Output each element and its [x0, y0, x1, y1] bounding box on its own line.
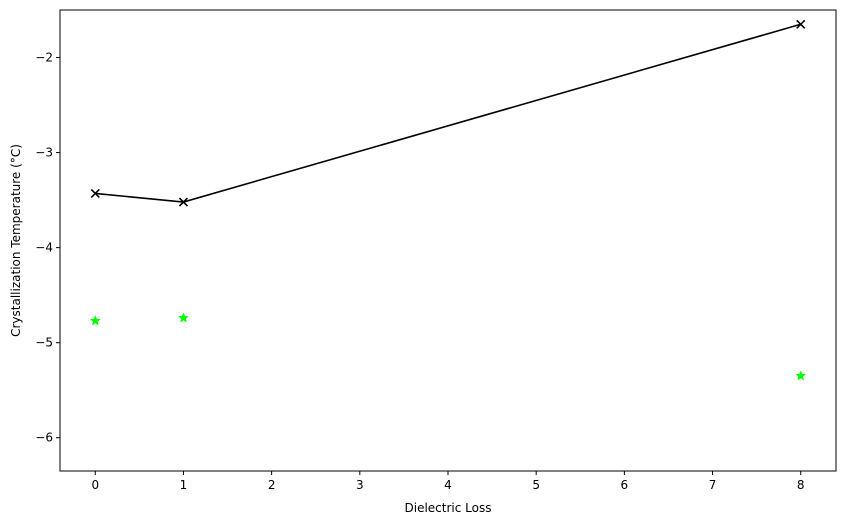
x-tick-label: 2 — [268, 478, 276, 492]
y-axis-ticks: −6 −5 −4 −3 −2 — [35, 51, 60, 445]
x-axis-label: Dielectric Loss — [405, 501, 492, 515]
x-tick-label: 5 — [532, 478, 540, 492]
x-tick-label: 6 — [621, 478, 629, 492]
series-0-point — [796, 19, 806, 29]
x-tick-label: 8 — [797, 478, 805, 492]
x-tick-label: 0 — [91, 478, 99, 492]
series-1-point — [178, 312, 189, 323]
y-tick-label: −6 — [35, 431, 53, 445]
x-tick-label: 4 — [444, 478, 452, 492]
series-1-point — [89, 315, 101, 326]
series-1-point — [795, 370, 807, 381]
series-0-point — [178, 197, 189, 207]
x-tick-label: 7 — [709, 478, 717, 492]
y-tick-label: −5 — [35, 336, 53, 350]
y-axis-label: Crystallization Temperature (°C) — [9, 144, 23, 337]
series-0-point — [90, 188, 100, 199]
x-axis-ticks: 0 1 2 3 4 5 6 7 8 — [91, 471, 805, 492]
y-tick-label: −4 — [35, 241, 53, 255]
plot-marks — [89, 19, 807, 381]
x-tick-label: 3 — [356, 478, 364, 492]
y-tick-label: −2 — [35, 51, 53, 65]
y-tick-label: −3 — [35, 146, 53, 160]
x-tick-label: 1 — [180, 478, 188, 492]
